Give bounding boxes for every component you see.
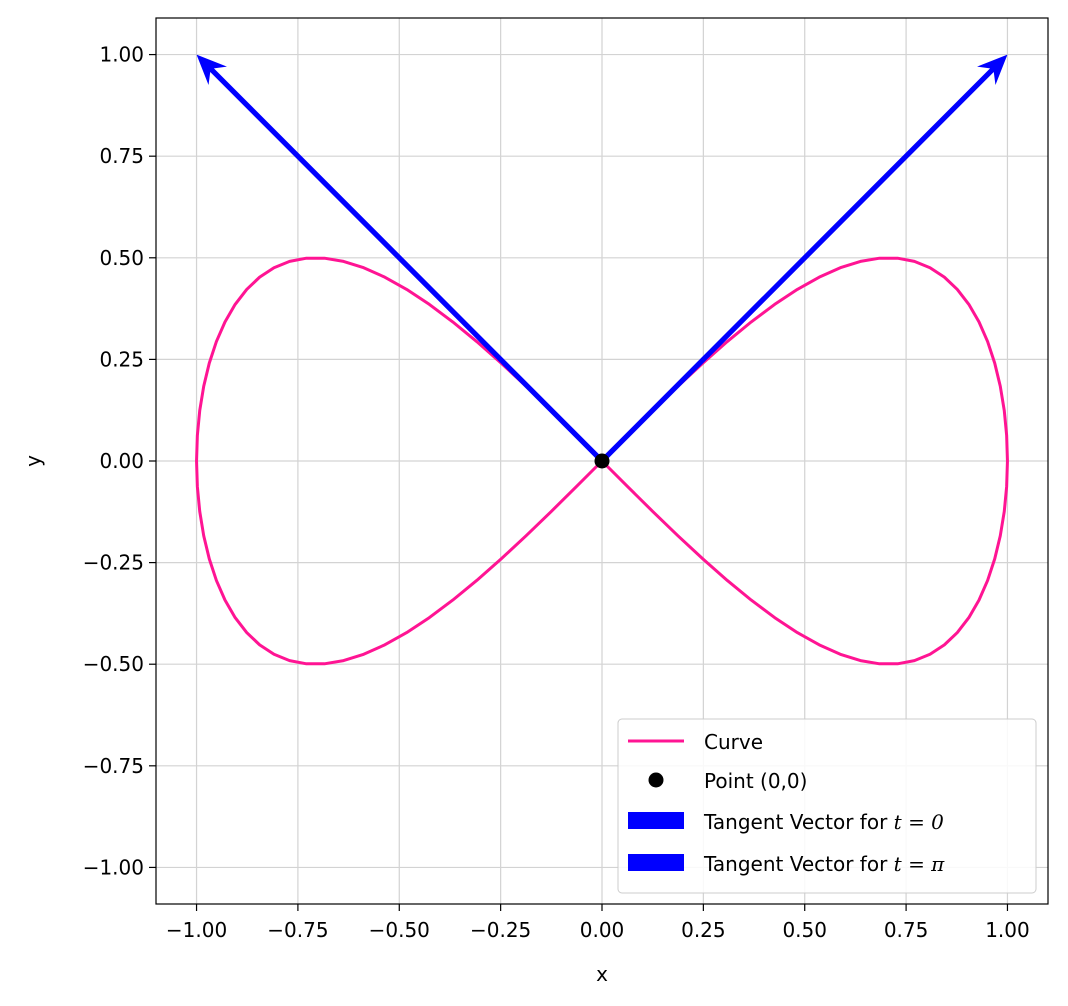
- x-tick-label-6: 0.50: [782, 918, 827, 942]
- y-axis-label: y: [21, 455, 45, 467]
- legend-vector-1-swatch: [628, 854, 684, 871]
- vector-layer: [196, 54, 1008, 463]
- legend-vector-0-math: t = 0: [894, 810, 945, 834]
- x-axis-label: x: [596, 962, 608, 986]
- legend-point-label: Point (0,0): [704, 769, 807, 793]
- x-tick-label-3: −0.25: [470, 918, 531, 942]
- y-tick-label-2: −0.50: [83, 652, 144, 676]
- y-tick-label-0: −1.00: [83, 855, 144, 879]
- x-tick-label-1: −0.75: [267, 918, 328, 942]
- y-tick-label-4: 0.00: [99, 449, 144, 473]
- y-tick-label-3: −0.25: [83, 551, 144, 575]
- tangent-vector-1: [196, 54, 604, 463]
- legend-vector-0-swatch: [628, 812, 684, 829]
- x-tick-label-8: 1.00: [985, 918, 1030, 942]
- x-tick-label-0: −1.00: [166, 918, 227, 942]
- x-ticks: −1.00 −0.75 −0.50 −0.25 0.00 0.25 0.50 0.75 1.00: [166, 904, 1030, 942]
- legend-vector-1-math: t = π: [894, 852, 946, 876]
- y-tick-label-5: 0.25: [99, 347, 144, 371]
- legend-curve-label: Curve: [704, 730, 763, 754]
- legend-vector-1-label: Tangent Vector for t = π: [703, 852, 945, 876]
- x-tick-label-2: −0.50: [369, 918, 430, 942]
- x-tick-label-5: 0.25: [681, 918, 726, 942]
- legend-point-swatch: [648, 772, 664, 788]
- y-ticks: −1.00 −0.75 −0.50 −0.25 0.00 0.25 0.50 0.75 1.00: [83, 43, 156, 879]
- x-tick-label-4: 0.00: [580, 918, 625, 942]
- legend-vector-1-prefix: Tangent Vector for: [703, 852, 894, 876]
- point-layer: [594, 453, 610, 469]
- x-tick-label-7: 0.75: [884, 918, 929, 942]
- legend-vector-0-prefix: Tangent Vector for: [703, 810, 894, 834]
- origin-point: [594, 453, 610, 469]
- y-tick-label-1: −0.75: [83, 754, 144, 778]
- legend-box: [617, 718, 1037, 894]
- y-tick-label-8: 1.00: [99, 43, 144, 67]
- y-tick-label-6: 0.50: [99, 246, 144, 270]
- tangent-vector-0: [600, 54, 1008, 463]
- legend-vector-0-label: Tangent Vector for t = 0: [703, 810, 944, 834]
- y-tick-label-7: 0.75: [99, 144, 144, 168]
- legend: Curve Point (0,0) Tangent Vector for t =…: [617, 718, 1037, 894]
